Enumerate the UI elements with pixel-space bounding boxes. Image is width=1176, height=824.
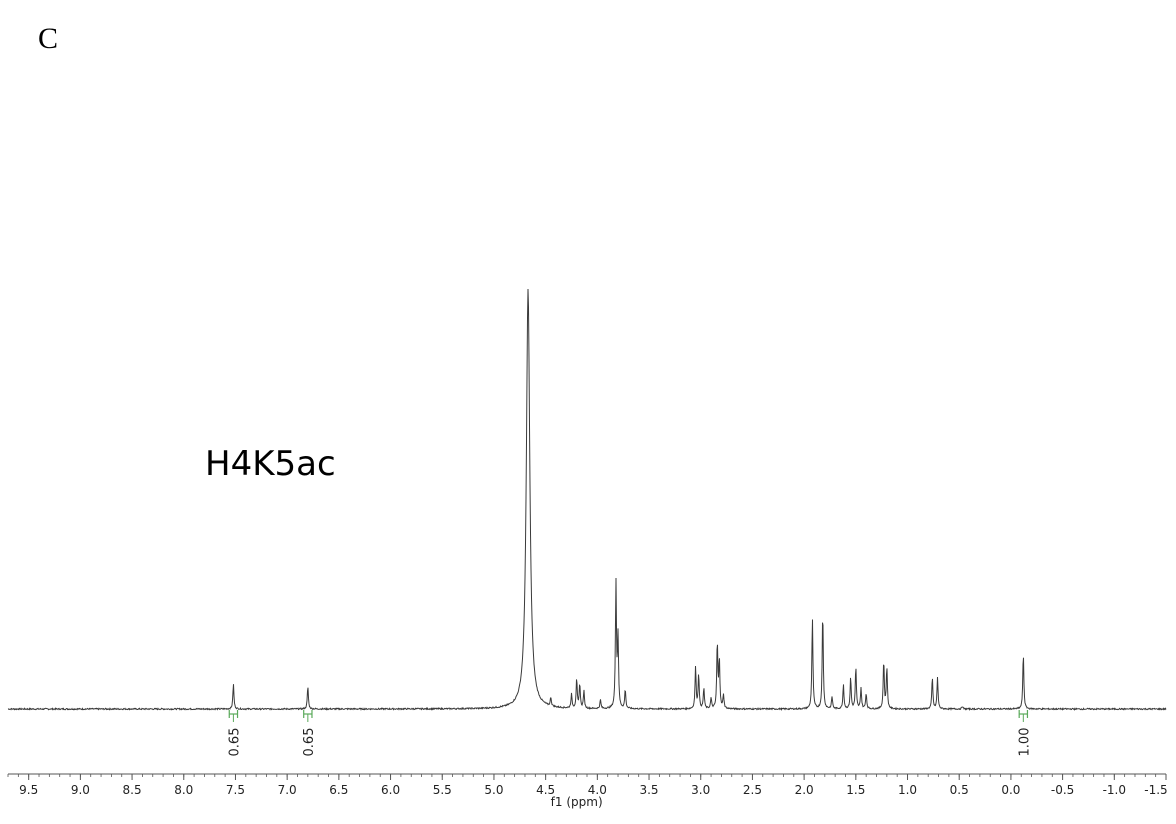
integral-marker: 0.65 (302, 710, 317, 756)
x-axis-tick-label: 2.0 (795, 783, 814, 797)
x-axis-tick-label: 1.5 (846, 783, 865, 797)
x-axis-tick-label: 0.0 (1001, 783, 1020, 797)
x-axis-tick-label: 5.0 (484, 783, 503, 797)
x-axis-tick-label: 3.0 (691, 783, 710, 797)
x-axis-tick-label: 8.0 (174, 783, 193, 797)
integral-marker: 1.00 (1017, 710, 1032, 756)
x-axis-tick-label: 9.0 (71, 783, 90, 797)
x-axis-tick-label: 0.5 (950, 783, 969, 797)
x-axis-tick-label: -0.5 (1051, 783, 1074, 797)
integral-marker: 0.65 (227, 710, 242, 756)
x-axis-tick-label: 3.5 (639, 783, 658, 797)
x-axis-tick-label: 7.0 (278, 783, 297, 797)
x-axis-tick-label: 2.5 (743, 783, 762, 797)
x-axis-tick-label: -1.5 (1144, 783, 1167, 797)
x-axis-tick-label: 7.5 (226, 783, 245, 797)
x-axis-title: f1 (ppm) (551, 795, 603, 809)
x-axis-tick-label: 9.5 (19, 783, 38, 797)
spectrum-trace (7, 288, 1167, 711)
sample-label: H4K5ac (205, 444, 336, 484)
integral-value: 0.65 (227, 728, 242, 757)
x-axis-tick-label: 4.5 (536, 783, 555, 797)
x-axis-tick-label: -1.0 (1103, 783, 1126, 797)
x-axis-tick-label: 6.5 (329, 783, 348, 797)
integral-value: 0.65 (302, 728, 317, 757)
x-axis-tick-label: 5.5 (433, 783, 452, 797)
x-axis-tick-label: 4.0 (588, 783, 607, 797)
integral-value: 1.00 (1017, 728, 1032, 757)
x-axis-tick-label: 6.0 (381, 783, 400, 797)
x-axis-tick-label: 8.5 (123, 783, 142, 797)
x-axis-tick-label: 1.0 (898, 783, 917, 797)
panel-label: C (38, 22, 59, 55)
